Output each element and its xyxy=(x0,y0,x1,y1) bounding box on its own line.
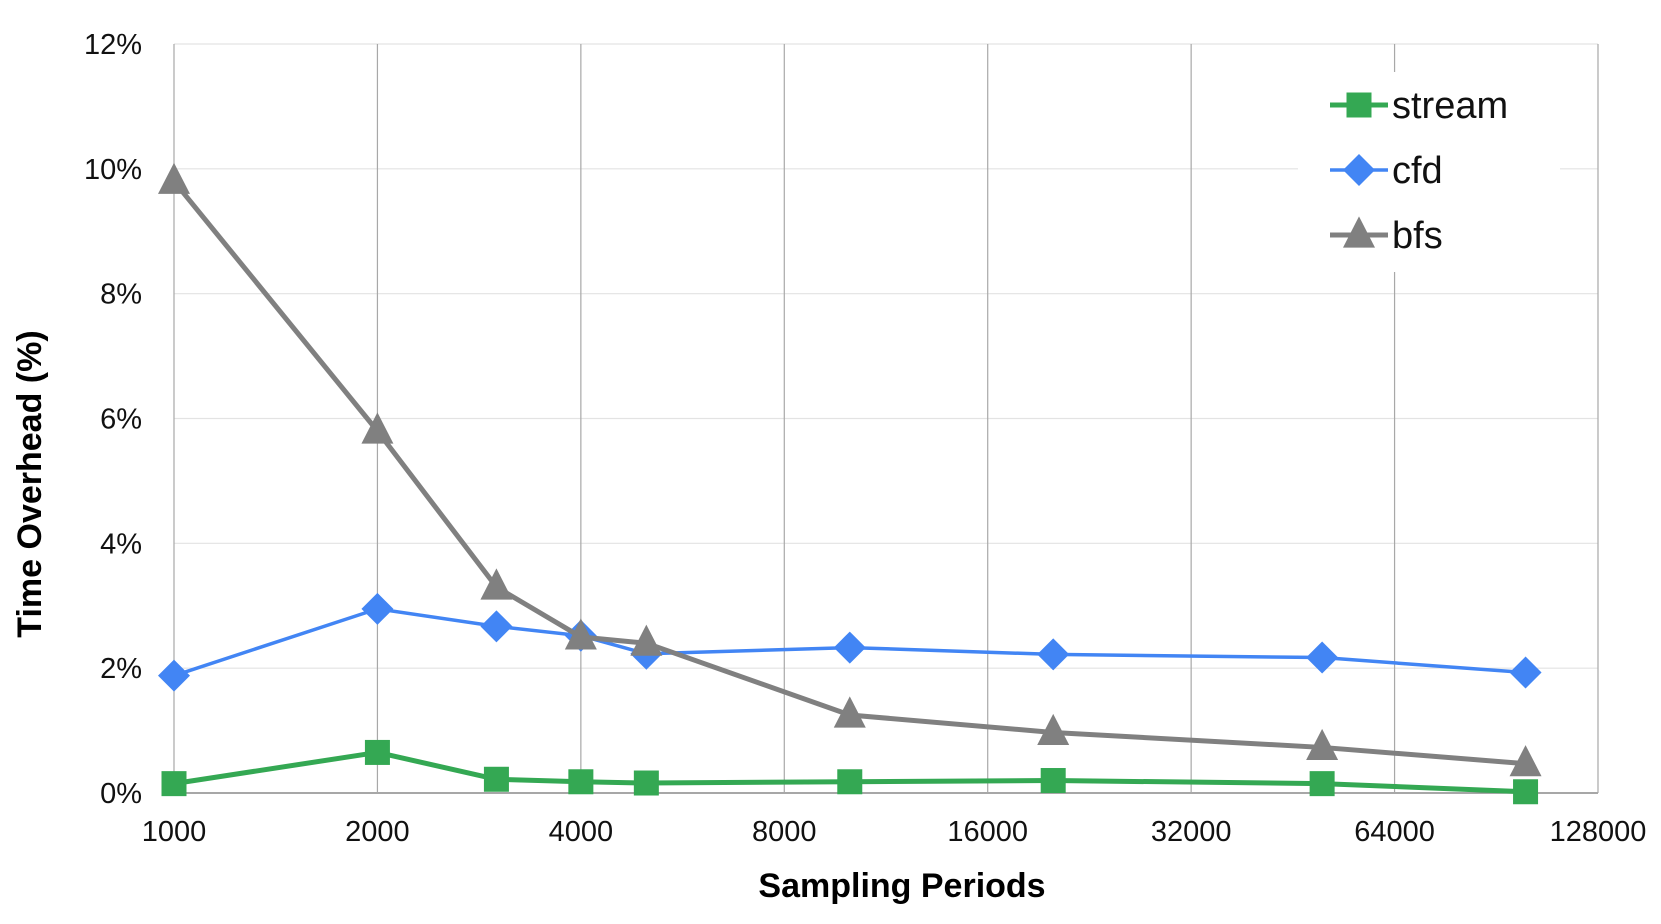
bfs-point xyxy=(1306,728,1339,761)
y-axis-ticks: 0% 2% 4% 6% 8% 10% 12% xyxy=(84,29,142,810)
bfs-point xyxy=(630,624,663,656)
stream-point xyxy=(633,770,659,796)
bfs-point xyxy=(564,618,597,650)
series-bfs xyxy=(158,162,1542,777)
legend-label-cfd: cfd xyxy=(1392,150,1443,192)
stream-point xyxy=(568,769,594,795)
legend-swatch-marker xyxy=(1343,154,1375,186)
x-axis-title: Sampling Periods xyxy=(758,867,1045,905)
legend-label-stream: stream xyxy=(1392,85,1508,127)
bfs-point xyxy=(480,568,513,600)
stream-point xyxy=(1513,779,1539,805)
stream-point xyxy=(1040,768,1066,794)
cfd-point xyxy=(480,610,513,643)
y-tick-label: 8% xyxy=(100,279,142,311)
legend-swatch-marker xyxy=(1343,216,1375,248)
bfs-point xyxy=(1037,713,1070,746)
y-tick-label: 2% xyxy=(100,653,142,685)
series-cfd xyxy=(158,592,1542,692)
y-tick-label: 0% xyxy=(100,778,142,810)
legend-label-bfs: bfs xyxy=(1392,215,1443,257)
x-tick-label: 32000 xyxy=(1151,816,1232,848)
cfd-point xyxy=(361,592,394,625)
cfd-point xyxy=(1037,638,1070,671)
legend-swatch-marker xyxy=(1346,92,1372,118)
x-tick-label: 1000 xyxy=(142,816,207,848)
stream-point xyxy=(483,766,509,792)
x-tick-label: 16000 xyxy=(947,816,1028,848)
y-axis-title: Time Overhead (%) xyxy=(11,330,49,637)
x-tick-label: 2000 xyxy=(345,816,410,848)
y-tick-label: 4% xyxy=(100,528,142,560)
cfd-point xyxy=(1509,656,1542,689)
stream-point xyxy=(837,769,863,795)
cfd-point xyxy=(158,659,190,692)
bfs-point xyxy=(833,696,866,728)
x-tick-label: 8000 xyxy=(752,816,817,848)
x-axis-ticks: 1000 2000 4000 8000 16000 32000 64000 128000 xyxy=(142,816,1647,848)
legend: stream cfd bfs xyxy=(1298,72,1560,272)
bfs-point xyxy=(158,162,190,194)
x-tick-label: 4000 xyxy=(549,816,614,848)
stream-point xyxy=(1309,771,1335,797)
grid xyxy=(173,43,1599,794)
y-tick-label: 12% xyxy=(84,29,142,61)
bfs-point xyxy=(1509,745,1542,777)
x-tick-label: 128000 xyxy=(1550,816,1647,848)
x-tick-label: 64000 xyxy=(1354,816,1435,848)
stream-point xyxy=(364,739,390,765)
bfs-point xyxy=(361,412,394,444)
cfd-point xyxy=(833,631,866,664)
series-stream xyxy=(161,739,1539,805)
stream-point xyxy=(161,771,187,797)
cfd-point xyxy=(1306,641,1339,674)
y-tick-label: 10% xyxy=(84,154,142,186)
series-layer xyxy=(158,162,1542,805)
y-tick-label: 6% xyxy=(100,404,142,436)
